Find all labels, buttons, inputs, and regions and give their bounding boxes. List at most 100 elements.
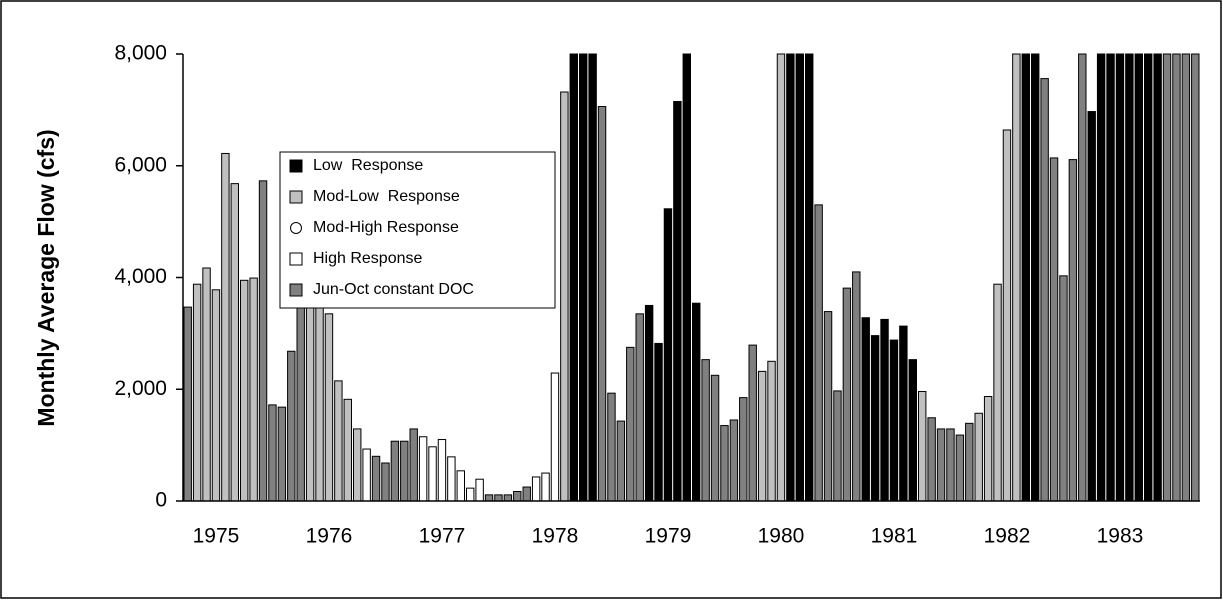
- bar: [786, 53, 795, 502]
- bar: [579, 53, 588, 502]
- bar: [1012, 53, 1021, 502]
- legend-marker: [290, 222, 302, 234]
- bar: [560, 91, 569, 502]
- bar: [673, 100, 682, 502]
- bar: [1191, 53, 1200, 502]
- y-tick-label: 0: [155, 489, 167, 512]
- legend-marker: [289, 283, 303, 297]
- bar: [936, 428, 946, 502]
- bar: [1087, 111, 1096, 502]
- bar: [692, 302, 701, 502]
- bar: [767, 360, 776, 502]
- bar: [644, 304, 654, 502]
- bar: [729, 419, 739, 502]
- bar: [324, 313, 334, 502]
- bar: [993, 283, 1002, 502]
- bar: [1021, 53, 1030, 502]
- legend-label: Mod-High Response: [313, 219, 459, 236]
- x-tick-label: 1981: [871, 525, 918, 548]
- bar: [889, 339, 899, 502]
- bar: [842, 287, 852, 502]
- bar: [240, 279, 249, 502]
- y-tick-label: 2,000: [114, 377, 167, 400]
- bar: [588, 53, 597, 502]
- y-tick-label: 4,000: [114, 265, 167, 288]
- bar: [927, 417, 936, 502]
- bar: [814, 204, 823, 502]
- bar: [268, 404, 277, 502]
- bar: [484, 494, 494, 502]
- legend-label: High Response: [313, 250, 423, 267]
- bar: [1162, 53, 1172, 502]
- legend-label: Mod-Low Response: [313, 188, 460, 205]
- bar: [1078, 53, 1087, 502]
- bar: [635, 313, 644, 502]
- x-tick-label: 1975: [193, 525, 240, 548]
- bar: [852, 271, 861, 502]
- bar: [287, 350, 296, 502]
- bar: [1059, 275, 1068, 502]
- bar: [221, 152, 230, 502]
- bar: [597, 106, 607, 502]
- bar: [456, 470, 466, 502]
- bar: [192, 283, 202, 502]
- y-axis-label: Monthly Average Flow (cfs): [33, 129, 59, 426]
- bar: [400, 440, 409, 502]
- bar: [1096, 53, 1106, 502]
- bar: [880, 318, 889, 502]
- bar: [616, 420, 626, 502]
- bar: [908, 359, 917, 502]
- x-tick-label: 1980: [758, 525, 805, 548]
- bar: [513, 491, 522, 502]
- x-tick-label: 1979: [645, 525, 692, 548]
- bar: [428, 446, 437, 502]
- bar: [748, 344, 757, 502]
- bar: [805, 53, 814, 502]
- x-tick-label: 1978: [532, 525, 579, 548]
- bar: [1172, 53, 1181, 502]
- legend-label: Low Response: [313, 157, 423, 174]
- bar: [230, 183, 239, 502]
- bar: [390, 440, 400, 502]
- legend-marker: [289, 159, 303, 173]
- bar: [550, 372, 560, 502]
- bar: [371, 455, 381, 502]
- bar: [870, 335, 880, 502]
- bar: [833, 390, 842, 502]
- bar: [955, 434, 965, 502]
- bar: [343, 398, 353, 502]
- x-tick-label: 1983: [1097, 525, 1144, 548]
- x-tick-label: 1982: [984, 525, 1031, 548]
- bar: [466, 487, 475, 502]
- bar: [1144, 53, 1153, 502]
- bar: [381, 462, 390, 502]
- bar: [353, 428, 362, 502]
- bar: [447, 456, 456, 502]
- x-tick-label: 1976: [306, 525, 353, 548]
- bar: [757, 370, 767, 502]
- bar: [626, 346, 635, 502]
- bar: [277, 406, 287, 502]
- bar: [776, 53, 786, 502]
- bar: [362, 448, 371, 502]
- bar: [710, 374, 720, 502]
- legend-marker: [289, 252, 303, 266]
- bar: [305, 279, 315, 502]
- bar: [1031, 53, 1040, 502]
- bar: [1068, 159, 1078, 502]
- bar: [823, 311, 833, 502]
- bar: [1106, 53, 1115, 502]
- bar: [409, 428, 418, 502]
- bar: [249, 277, 258, 502]
- bar: [531, 476, 541, 502]
- bar: [1134, 53, 1144, 502]
- y-tick-label: 8,000: [114, 42, 167, 65]
- bar: [418, 436, 428, 502]
- bar: [795, 53, 804, 502]
- legend-marker: [289, 190, 303, 204]
- bar: [974, 412, 983, 502]
- bar: [946, 428, 955, 502]
- bar: [1181, 53, 1191, 502]
- y-tick-label: 6,000: [114, 153, 167, 176]
- bar: [607, 392, 616, 502]
